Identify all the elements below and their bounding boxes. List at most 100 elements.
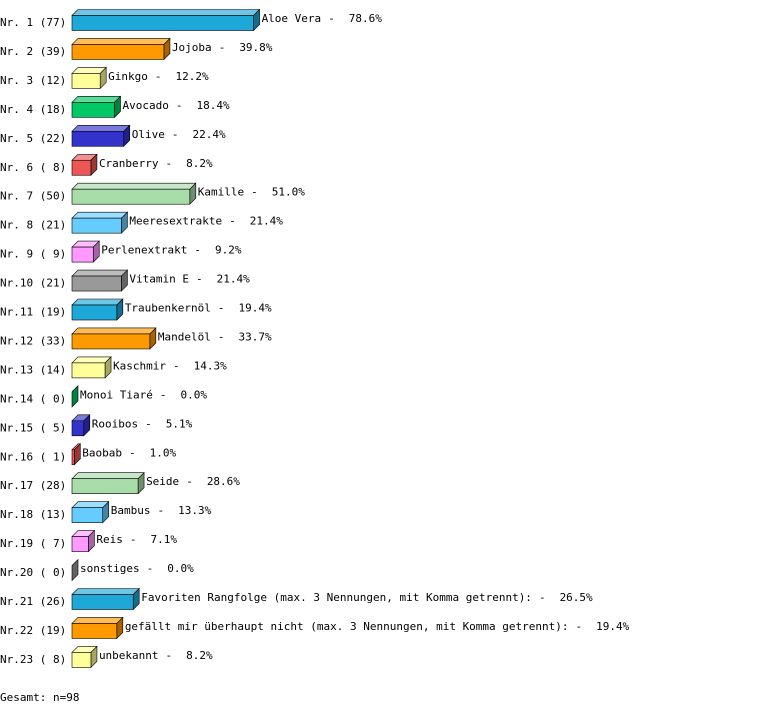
bar-top — [71, 269, 129, 277]
value-label: 8.2% — [186, 157, 213, 170]
bar-side — [71, 385, 79, 408]
bar-top — [71, 125, 131, 132]
bar-label: Kaschmir - 14.3% — [113, 359, 227, 372]
separator: - — [219, 41, 226, 54]
item-name: Kamille — [198, 186, 244, 199]
bar-label: Jojoba -39.8% — [172, 41, 273, 54]
bar-top — [71, 182, 197, 190]
separator: - — [130, 533, 137, 546]
bar-label: Kamille - 51.0% — [198, 186, 305, 199]
bar-label: Bambus - 13.3% — [111, 504, 212, 517]
separator: - — [186, 475, 193, 488]
value-label: 12.2% — [176, 70, 209, 83]
item-name: Olive — [132, 128, 165, 141]
bar — [71, 131, 125, 147]
row-label: Nr.17 (28) — [0, 479, 66, 492]
bar-top — [71, 617, 124, 624]
separator: - — [160, 388, 167, 401]
item-name: Bambus — [111, 504, 151, 517]
bar-top — [71, 472, 145, 480]
separator: - — [328, 12, 335, 25]
separator: - — [539, 591, 546, 604]
item-name: Cranberry — [99, 157, 159, 170]
bar-top — [71, 298, 124, 306]
value-label: 9.2% — [215, 244, 242, 257]
value-label: 13.3% — [178, 504, 211, 517]
separator: - — [196, 273, 203, 286]
bar — [71, 15, 254, 31]
bar — [71, 478, 139, 495]
bar-label: Meeresextrakte - 21.4% — [129, 215, 283, 228]
separator: - — [229, 215, 236, 228]
bar — [71, 73, 101, 89]
bar-label: Baobab - 1.0% — [82, 446, 176, 459]
item-name: Ginkgo — [108, 70, 148, 83]
separator: - — [194, 244, 201, 257]
value-label: 14.3% — [194, 359, 227, 372]
item-name: Aloe Vera — [262, 12, 322, 25]
separator: - — [218, 302, 225, 315]
item-name: Favoriten Rangfolge (max. 3 Nennungen, m… — [141, 591, 532, 604]
bar-top — [71, 356, 112, 364]
bar-label: Reis - 7.1% — [96, 533, 177, 546]
bar-label: unbekannt -8.2% — [99, 649, 213, 662]
bar — [71, 275, 122, 292]
bar-top — [71, 327, 157, 335]
bar — [71, 594, 134, 610]
bar-top — [71, 9, 261, 16]
value-label: 0.0% — [167, 562, 194, 575]
value-label: 5.1% — [166, 417, 193, 430]
bar-side — [71, 558, 79, 582]
separator: - — [576, 620, 583, 633]
bar — [71, 536, 89, 552]
row-label: Nr. 3 (12) — [0, 74, 66, 87]
value-label: 19.4% — [239, 302, 272, 315]
row-label: Nr.22 (19) — [0, 624, 66, 637]
bar-top — [71, 211, 129, 219]
bar-label: Ginkgo - 12.2% — [108, 70, 209, 83]
separator: - — [145, 417, 152, 430]
separator: - — [251, 186, 258, 199]
value-label: 21.4% — [217, 273, 250, 286]
value-label: 18.4% — [196, 99, 229, 112]
value-label: 78.6% — [349, 12, 382, 25]
bar-label: Favoriten Rangfolge (max. 3 Nennungen, m… — [141, 591, 593, 604]
bar-label: Perlenextrakt - 9.2% — [101, 244, 242, 257]
separator: - — [166, 649, 173, 662]
item-name: Baobab — [82, 446, 122, 459]
separator: - — [218, 330, 225, 343]
separator: - — [172, 128, 179, 141]
item-name: unbekannt — [99, 649, 159, 662]
bar-label: Monoi Tiaré -0.0% — [80, 388, 207, 401]
separator: - — [155, 70, 162, 83]
item-name: Jojoba — [172, 41, 212, 54]
row-label: Nr.20 ( 0) — [0, 566, 66, 579]
separator: - — [147, 562, 154, 575]
bar-label: Cranberry -8.2% — [99, 157, 213, 170]
bar — [71, 507, 104, 523]
item-name: Reis — [96, 533, 123, 546]
bar — [71, 217, 122, 234]
bar-label: Rooibos - 5.1% — [92, 417, 193, 430]
bar-label: Seide - 28.6% — [146, 475, 240, 488]
row-label: Nr. 7 (50) — [0, 190, 66, 203]
value-label: 28.6% — [207, 475, 240, 488]
item-name: Avocado — [123, 99, 169, 112]
row-label: Nr.18 (13) — [0, 508, 66, 521]
item-name: Mandelöl — [158, 330, 211, 343]
value-label: 51.0% — [272, 186, 305, 199]
row-label: Nr. 2 (39) — [0, 45, 66, 58]
separator: - — [173, 359, 180, 372]
row-label: Nr. 6 ( 8) — [0, 161, 66, 174]
bar-top — [71, 38, 171, 45]
item-name: Vitamin E — [129, 273, 189, 286]
bar-top — [71, 96, 122, 103]
bar — [71, 420, 85, 437]
row-label: Nr. 4 (18) — [0, 103, 66, 116]
separator: - — [176, 99, 183, 112]
row-label: Nr.10 (21) — [0, 277, 66, 290]
item-name: Perlenextrakt — [101, 244, 187, 257]
bar — [71, 652, 92, 668]
